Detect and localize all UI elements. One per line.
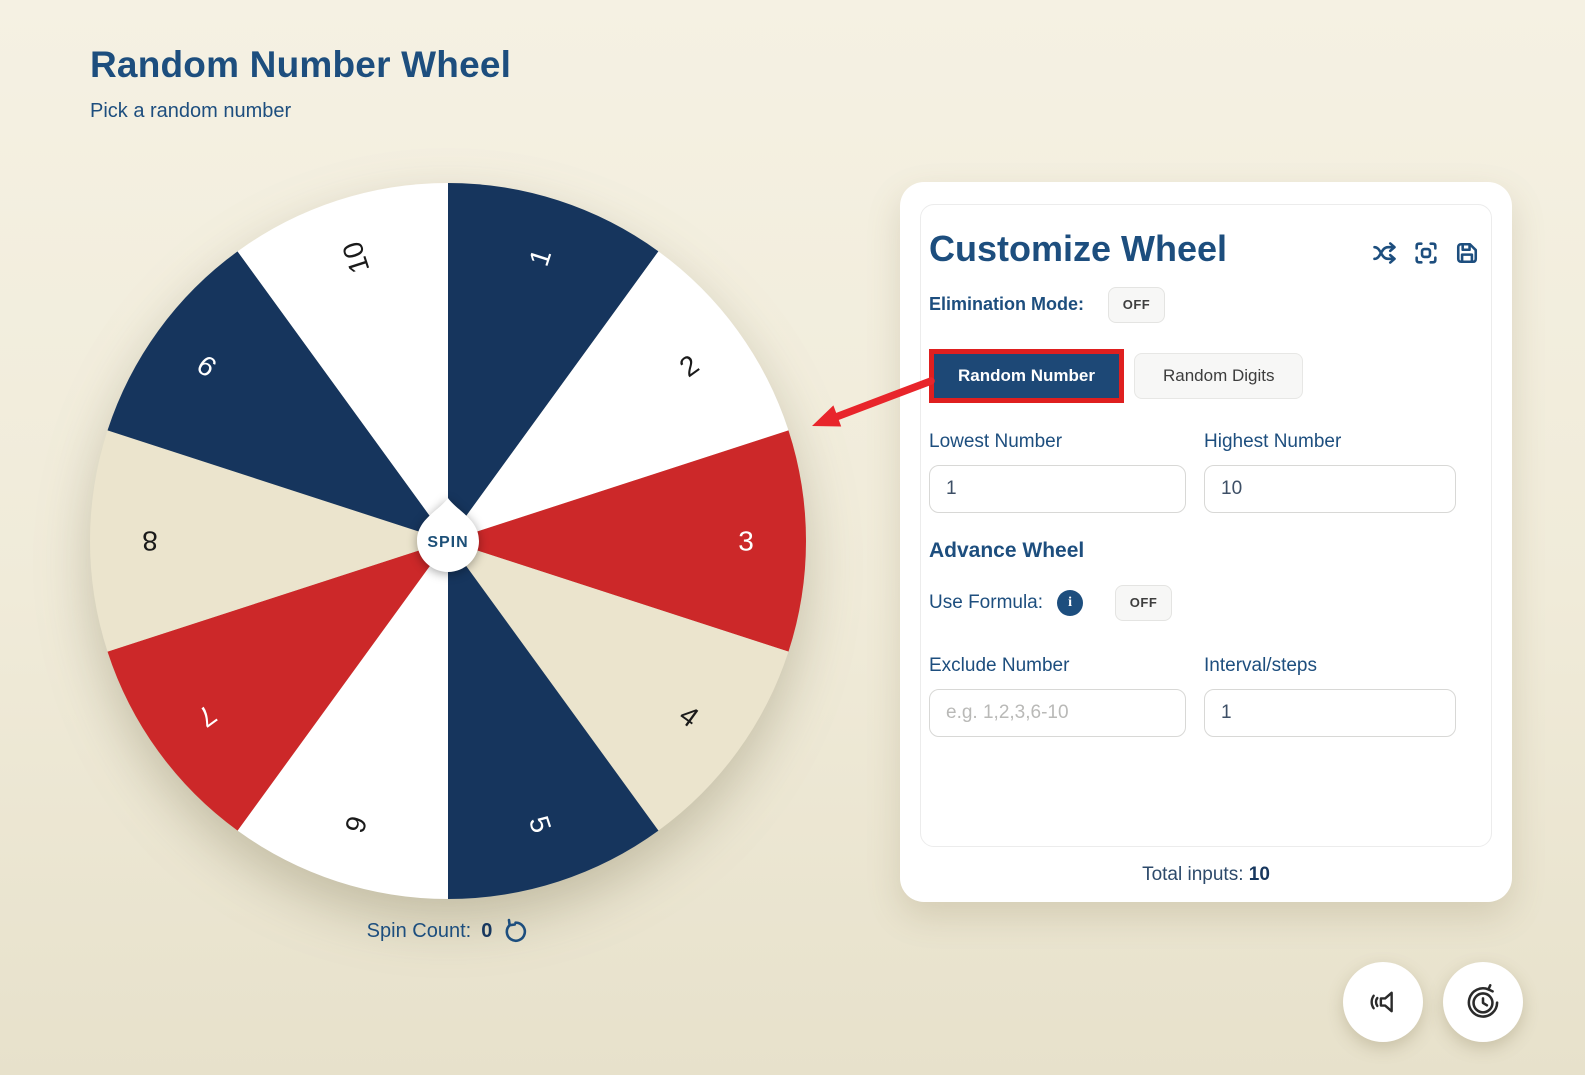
reset-spin-count-icon[interactable] <box>502 918 529 945</box>
save-icon[interactable] <box>1453 239 1481 267</box>
wheel-segment-9[interactable] <box>107 251 448 541</box>
wheel-segment-number: 8 <box>142 526 158 557</box>
shuffle-icon[interactable] <box>1371 239 1399 267</box>
page-header: Random Number Wheel Pick a random number <box>90 44 511 123</box>
advance-wheel-heading: Advance Wheel <box>929 538 1085 562</box>
wheel[interactable]: 1 2 3 4 5 6 7 8 9 10 SPIN <box>88 181 808 901</box>
wheel-segment-3[interactable] <box>448 430 807 652</box>
spin-count-label: Spin Count: <box>366 920 472 942</box>
exclude-number-label: Exclude Number <box>929 654 1070 676</box>
spin-count-row: Spin Count: 0 <box>88 918 808 945</box>
wheel-segment-1[interactable] <box>448 183 659 541</box>
sound-toggle-button[interactable] <box>1343 962 1423 1042</box>
customize-wheel-card: Customize Wheel <box>900 182 1512 902</box>
elimination-mode-label: Elimination Mode: <box>929 294 1084 315</box>
wheel-segment-4[interactable] <box>448 541 789 831</box>
fullscreen-icon[interactable] <box>1412 239 1440 267</box>
tab-random-number[interactable]: Random Number <box>934 353 1119 398</box>
highest-number-label: Highest Number <box>1204 430 1342 452</box>
spin-count-value: 0 <box>481 920 493 942</box>
elimination-mode-toggle[interactable]: OFF <box>1108 286 1165 323</box>
total-inputs-label: Total inputs: <box>1142 864 1244 885</box>
history-icon <box>1467 984 1499 1018</box>
spin-button-label[interactable]: SPIN <box>427 534 468 551</box>
lowest-number-label: Lowest Number <box>929 430 1063 452</box>
annotation-highlight-box: Random Number <box>929 348 1124 403</box>
page-title: Random Number Wheel <box>90 44 512 85</box>
info-icon[interactable]: i <box>1057 589 1084 616</box>
wheel-segment-7[interactable] <box>107 541 448 831</box>
exclude-number-input[interactable] <box>929 688 1186 737</box>
interval-steps-label: Interval/steps <box>1204 654 1317 676</box>
sound-icon <box>1370 991 1393 1013</box>
spin-button[interactable] <box>417 498 479 572</box>
page-subtitle: Pick a random number <box>90 100 292 122</box>
wheel-segment-number: 3 <box>738 526 754 557</box>
total-inputs-value: 10 <box>1248 864 1270 885</box>
history-button[interactable] <box>1443 962 1523 1042</box>
customize-wheel-form: Customize Wheel <box>920 204 1492 847</box>
wheel-segment-10[interactable] <box>237 183 448 541</box>
wheel-segment-6[interactable] <box>237 541 448 899</box>
wheel-segment-2[interactable] <box>448 251 789 541</box>
lowest-number-input[interactable] <box>929 464 1186 513</box>
total-inputs: Total inputs: 10 <box>900 864 1512 886</box>
tab-random-digits[interactable]: Random Digits <box>1133 352 1304 399</box>
use-formula-label: Use Formula: <box>929 591 1044 613</box>
wheel-segment-8[interactable] <box>89 430 448 652</box>
wheel-segment-5[interactable] <box>448 541 659 899</box>
interval-steps-input[interactable] <box>1204 688 1456 737</box>
highest-number-input[interactable] <box>1204 464 1456 513</box>
use-formula-toggle[interactable]: OFF <box>1115 584 1173 621</box>
panel-title: Customize Wheel <box>929 228 1228 269</box>
